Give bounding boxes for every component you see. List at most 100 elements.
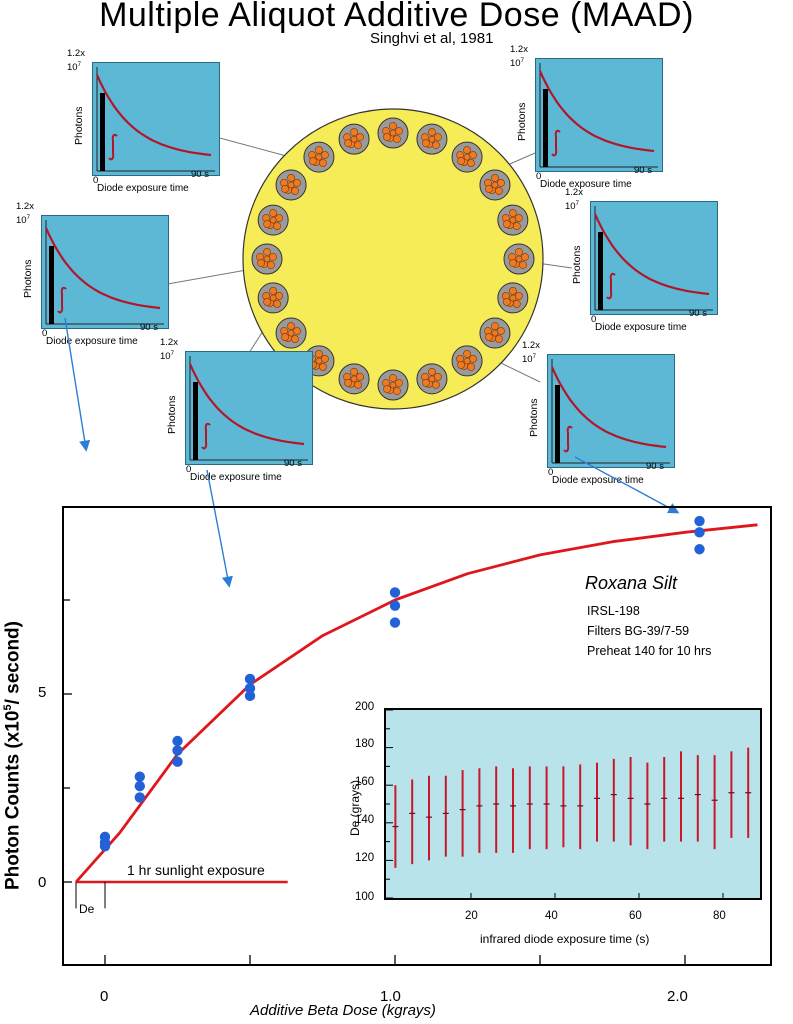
grain <box>463 146 471 154</box>
grain <box>467 363 475 371</box>
panel-y-exp-base: 10 <box>160 351 171 363</box>
sample-note: Filters BG-39/7-59 <box>587 624 690 638</box>
grain <box>491 329 499 337</box>
grain <box>509 216 517 224</box>
inset-x-tick: 40 <box>545 910 558 922</box>
grain <box>463 350 471 358</box>
grain <box>287 322 295 330</box>
grain <box>463 153 471 161</box>
panel-x-end: 90 s <box>646 461 664 472</box>
grain <box>263 298 272 306</box>
inset-y-tick: 140 <box>355 814 375 826</box>
decay-curve <box>188 363 305 446</box>
grain <box>287 181 295 189</box>
main-plot-frame <box>62 506 772 966</box>
arrow-to-plot <box>206 469 233 588</box>
panel-x-start: 0 <box>186 464 192 475</box>
panel-y-exp-sup: 7 <box>77 62 81 68</box>
grain <box>512 300 521 308</box>
grain <box>291 335 299 343</box>
aliquot <box>303 141 335 173</box>
grain <box>344 378 352 387</box>
grain <box>491 174 499 182</box>
integration-bar <box>193 382 198 460</box>
decay-plot <box>44 220 164 325</box>
sample-note: Preheat 140 for 10 hrs <box>587 644 712 658</box>
panel-y-top: 1.2x <box>565 187 583 198</box>
x-tick-label: 0 <box>100 988 109 1005</box>
inset-y-tick: 120 <box>355 852 375 864</box>
aliquot <box>451 141 483 173</box>
page-title: Multiple Aliquot Additive Dose (MAAD) <box>99 0 694 34</box>
grain <box>319 159 327 167</box>
decay-plot <box>593 206 713 311</box>
grain <box>344 139 352 148</box>
aliquot <box>257 282 289 314</box>
grain <box>428 128 436 137</box>
data-point <box>99 841 111 852</box>
aliquot <box>479 169 511 201</box>
grain <box>309 157 317 165</box>
grain <box>519 261 527 269</box>
arrow-to-plot <box>574 456 680 514</box>
panel-xlabel: Diode exposure time <box>97 183 189 194</box>
decay-curve <box>95 74 212 157</box>
citation: Singhvi et al, 1981 <box>370 30 494 47</box>
grain <box>273 300 282 308</box>
sample-disc <box>242 108 544 410</box>
decay-panel: 1.2x 107 Photons 0 90 s Diode exposure t… <box>160 338 313 483</box>
grain <box>273 222 282 230</box>
aliquot <box>416 363 448 395</box>
grain <box>457 157 465 165</box>
integration-bar <box>49 246 54 324</box>
panel-x-end: 90 s <box>191 169 209 180</box>
panel-y-exp-sup: 7 <box>170 351 174 357</box>
panel-xlabel: Diode exposure time <box>540 179 632 190</box>
grain <box>269 209 278 217</box>
grain <box>491 181 499 189</box>
panel-y-exp: 107 <box>160 349 174 362</box>
data-point <box>389 617 401 628</box>
inset-x-axis-label: infrared diode exposure time (s) <box>480 932 650 946</box>
grain <box>389 122 397 130</box>
decay-panel: 1.2x 107 Photons 0 90 s Diode exposure t… <box>565 188 718 333</box>
decay-curve <box>538 70 655 153</box>
grain <box>315 146 323 154</box>
decay-panel: 1.2x 107 Photons 0 90 s Diode exposure t… <box>510 45 663 190</box>
decay-plot <box>188 356 308 461</box>
panel-x-end: 90 s <box>689 308 707 319</box>
panel-x-end: 90 s <box>634 165 652 176</box>
aliquot <box>257 204 289 236</box>
integration-bar <box>100 93 105 171</box>
grain <box>263 255 271 263</box>
integral-sign <box>551 129 561 157</box>
inset-x-tick: 80 <box>713 910 726 922</box>
grain <box>485 185 493 193</box>
grain <box>393 387 401 395</box>
grain <box>354 380 362 389</box>
aliquot <box>451 345 483 377</box>
grain <box>383 133 391 141</box>
panel-y-top: 1.2x <box>160 337 178 348</box>
panel-x-start: 0 <box>591 314 597 325</box>
main-x-axis-label: Additive Beta Dose (kgrays) <box>250 1002 436 1019</box>
data-point <box>244 673 256 685</box>
grain <box>269 216 277 224</box>
aliquot <box>479 317 511 349</box>
grain <box>315 350 323 358</box>
decay-panel: 1.2x 107 Photons 0 90 s Diode exposure t… <box>67 49 220 194</box>
decay-plot <box>95 67 215 172</box>
grain <box>432 380 440 389</box>
data-point <box>134 792 145 803</box>
de-bracket <box>75 882 106 909</box>
data-point <box>694 527 705 538</box>
panel-x-end: 90 s <box>140 322 158 333</box>
data-point <box>244 690 256 702</box>
panel-y-exp: 107 <box>510 56 524 69</box>
panel-x-end: 90 s <box>284 458 302 469</box>
grain <box>389 381 397 389</box>
grain <box>467 159 475 167</box>
connector-line <box>215 136 291 158</box>
decay-curve <box>593 213 710 296</box>
panel-y-exp: 107 <box>522 352 536 365</box>
